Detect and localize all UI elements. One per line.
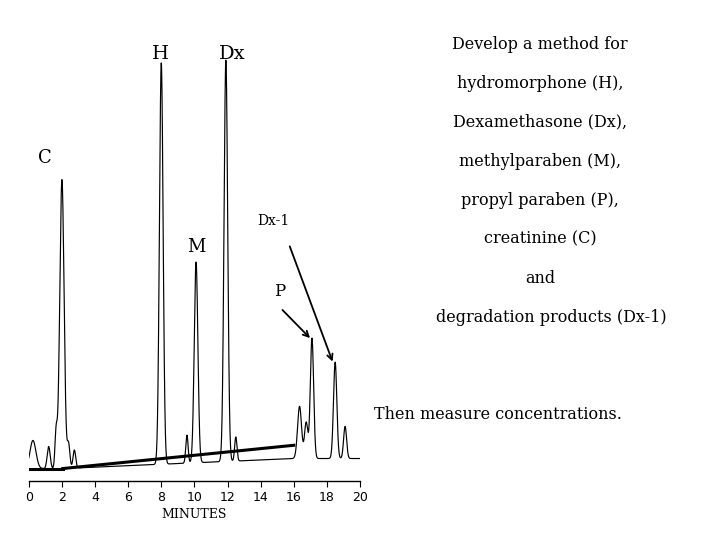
Text: methylparaben (M),: methylparaben (M),	[459, 153, 621, 170]
Text: degradation products (Dx-1): degradation products (Dx-1)	[436, 309, 667, 326]
Text: hydromorphone (H),: hydromorphone (H),	[456, 75, 624, 92]
Text: M: M	[187, 238, 205, 256]
Text: Then measure concentrations.: Then measure concentrations.	[374, 406, 622, 423]
Text: H: H	[152, 45, 169, 63]
Text: Develop a method for: Develop a method for	[452, 36, 628, 53]
Text: creatinine (C): creatinine (C)	[484, 231, 596, 248]
Text: Dx: Dx	[220, 45, 246, 63]
Text: Dexamethasone (Dx),: Dexamethasone (Dx),	[453, 114, 627, 131]
Text: C: C	[38, 150, 52, 167]
Text: and: and	[525, 269, 555, 287]
X-axis label: MINUTES: MINUTES	[162, 508, 227, 521]
Text: P: P	[274, 283, 285, 300]
Text: Dx-1: Dx-1	[257, 214, 289, 228]
Text: propyl paraben (P),: propyl paraben (P),	[461, 192, 619, 209]
